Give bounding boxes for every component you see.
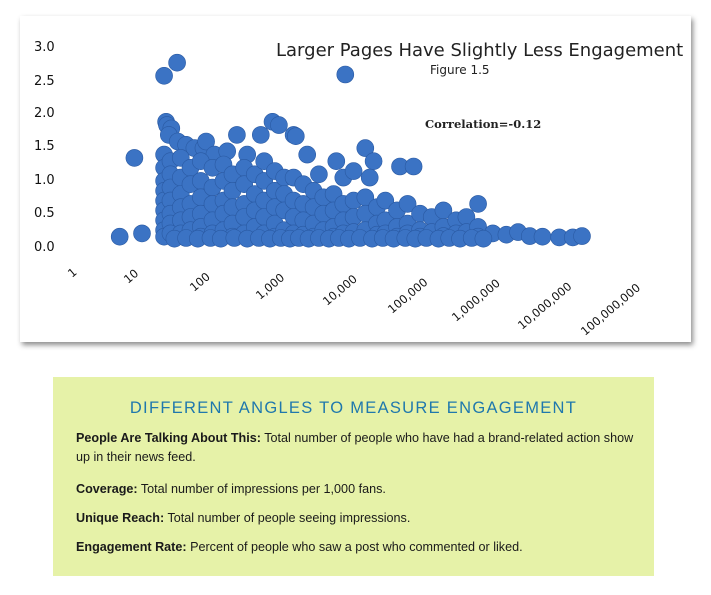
y-tick-label: 1.5 bbox=[34, 139, 55, 154]
data-point bbox=[197, 132, 215, 151]
correlation-annotation: Correlation=-0.12 bbox=[425, 117, 541, 131]
info-item-unique-reach: Unique Reach: Total number of people see… bbox=[76, 509, 641, 528]
y-tick-label: 3.0 bbox=[34, 40, 55, 55]
data-point bbox=[469, 195, 487, 213]
info-item-term: Coverage: bbox=[76, 482, 138, 496]
y-tick-label: 1.0 bbox=[34, 173, 55, 188]
info-item-coverage: Coverage: Total number of impressions pe… bbox=[76, 480, 641, 499]
data-point bbox=[155, 66, 173, 85]
x-tick-label: 1,000 bbox=[253, 270, 287, 302]
info-item-people-talking: People Are Talking About This: Total num… bbox=[76, 429, 641, 467]
data-point bbox=[404, 157, 423, 176]
data-point bbox=[228, 126, 246, 144]
data-point bbox=[344, 162, 363, 180]
engagement-info-box: DIFFERENT ANGLES TO MEASURE ENGAGEMENT P… bbox=[53, 377, 654, 576]
x-tick-label: 1 bbox=[65, 265, 80, 280]
info-item-text: Total number of impressions per 1,000 fa… bbox=[137, 482, 386, 496]
x-tick-label: 10,000,000 bbox=[515, 279, 574, 332]
x-tick-label: 100,000,000 bbox=[578, 281, 643, 339]
data-point bbox=[286, 127, 305, 145]
data-point bbox=[364, 152, 383, 170]
info-item-term: Engagement Rate: bbox=[76, 540, 187, 554]
x-axis-ticks: 1 10 100 1,000 10,000 100,000 1,000,000 … bbox=[65, 265, 643, 338]
x-tick-label: 100 bbox=[187, 269, 213, 294]
info-box-title: DIFFERENT ANGLES TO MEASURE ENGAGEMENT bbox=[129, 399, 578, 417]
data-point bbox=[360, 168, 379, 187]
info-item-text: Total number of people who have had a br… bbox=[76, 431, 634, 464]
chart-title: Larger Pages Have Slightly Less Engageme… bbox=[276, 40, 683, 61]
data-point bbox=[310, 165, 328, 184]
data-point bbox=[110, 227, 129, 246]
info-item-text: Total number of people seeing impression… bbox=[164, 511, 411, 525]
y-axis-ticks: 3.0 2.5 2.0 1.5 1.0 0.5 0.0 bbox=[34, 40, 55, 255]
y-tick-label: 0.0 bbox=[34, 240, 55, 255]
y-tick-label: 2.0 bbox=[34, 106, 55, 121]
info-item-term: Unique Reach: bbox=[76, 511, 165, 525]
info-item-term: People Are Talking About This: bbox=[76, 431, 261, 445]
data-point bbox=[125, 149, 144, 167]
engagement-scatter-chart: 3.0 2.5 2.0 1.5 1.0 0.5 0.0 1 10 100 1,0… bbox=[34, 40, 683, 338]
data-point bbox=[133, 224, 151, 243]
data-point bbox=[270, 116, 288, 134]
data-point bbox=[573, 227, 591, 245]
x-tick-label: 100,000 bbox=[385, 275, 430, 316]
data-point bbox=[298, 145, 317, 164]
y-tick-label: 2.5 bbox=[34, 74, 55, 89]
chart-subtitle: Figure 1.5 bbox=[430, 63, 490, 77]
data-point bbox=[252, 126, 270, 144]
data-point bbox=[356, 139, 375, 157]
y-tick-label: 0.5 bbox=[34, 206, 55, 221]
x-tick-label: 10 bbox=[121, 266, 141, 286]
info-item-text: Percent of people who saw a post who com… bbox=[186, 540, 523, 554]
info-item-engagement-rate: Engagement Rate: Percent of people who s… bbox=[76, 538, 641, 557]
data-point bbox=[533, 227, 552, 246]
data-point bbox=[474, 229, 493, 248]
x-tick-label: 10,000 bbox=[320, 272, 360, 309]
chart-card: 3.0 2.5 2.0 1.5 1.0 0.5 0.0 1 10 100 1,0… bbox=[20, 16, 691, 342]
data-point bbox=[336, 65, 355, 84]
x-tick-label: 1,000,000 bbox=[449, 276, 503, 324]
data-point bbox=[398, 195, 417, 213]
data-point bbox=[376, 191, 395, 210]
data-points bbox=[110, 53, 591, 248]
data-point bbox=[327, 152, 346, 170]
data-point bbox=[168, 53, 186, 72]
